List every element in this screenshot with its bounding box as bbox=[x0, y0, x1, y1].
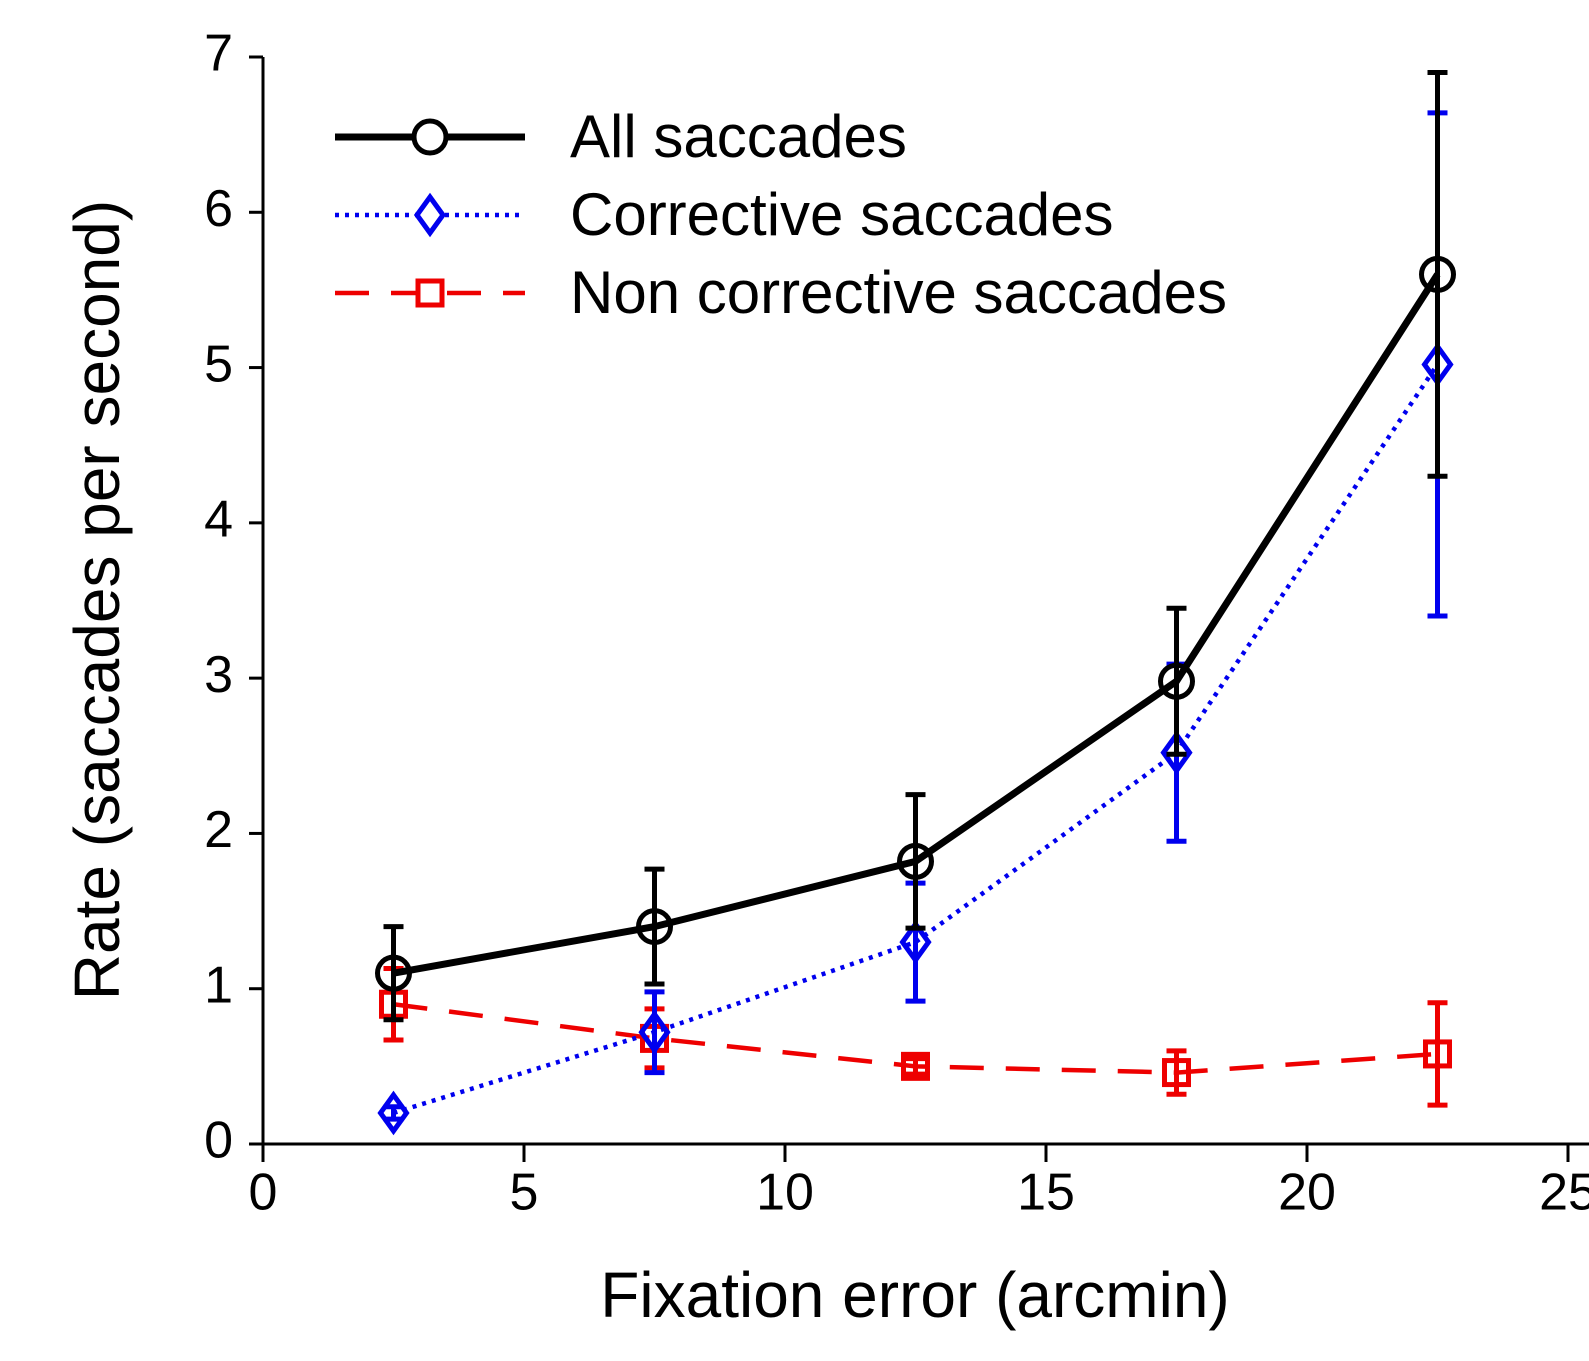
marker bbox=[377, 1090, 410, 1136]
x-tick-label: 25 bbox=[1539, 1164, 1589, 1222]
marker bbox=[901, 1051, 930, 1081]
marker bbox=[1419, 255, 1456, 293]
series-line bbox=[393, 1002, 1438, 1075]
y-tick-label: 1 bbox=[204, 956, 233, 1014]
marker bbox=[638, 1009, 671, 1055]
marker bbox=[1160, 730, 1193, 775]
x-axis-label: Fixation error (arcmin) bbox=[600, 1259, 1229, 1331]
marker bbox=[899, 919, 932, 965]
x-tick-label: 10 bbox=[756, 1164, 814, 1222]
y-tick-label: 6 bbox=[204, 180, 233, 238]
x-tick-label: 20 bbox=[1278, 1164, 1336, 1222]
marker bbox=[1423, 1039, 1452, 1069]
x-tick-label: 0 bbox=[249, 1164, 278, 1222]
marker bbox=[1158, 662, 1195, 700]
marker bbox=[375, 954, 412, 992]
y-tick-label: 3 bbox=[204, 646, 233, 704]
y-tick-label: 5 bbox=[204, 335, 233, 393]
legend-marker bbox=[413, 192, 447, 238]
legend-marker bbox=[411, 118, 449, 156]
error-bar bbox=[1427, 1000, 1448, 1108]
legend-text: Non corrective saccades bbox=[570, 259, 1227, 326]
series-line bbox=[392, 363, 1440, 1116]
y-tick-label: 4 bbox=[204, 491, 233, 549]
y-axis-label: Rate (saccades per second) bbox=[61, 200, 133, 1000]
legend-text: Corrective saccades bbox=[570, 181, 1114, 248]
legend-text: All saccades bbox=[570, 103, 907, 170]
x-tick-label: 5 bbox=[510, 1164, 539, 1222]
x-tick-label: 15 bbox=[1017, 1164, 1075, 1222]
y-tick-label: 7 bbox=[204, 25, 233, 83]
series-line bbox=[392, 272, 1441, 977]
marker bbox=[1162, 1058, 1191, 1088]
legend-marker bbox=[415, 278, 445, 308]
marker bbox=[897, 842, 934, 880]
y-tick-label: 2 bbox=[204, 801, 233, 859]
marker bbox=[636, 908, 673, 946]
y-tick-label: 0 bbox=[204, 1112, 233, 1170]
